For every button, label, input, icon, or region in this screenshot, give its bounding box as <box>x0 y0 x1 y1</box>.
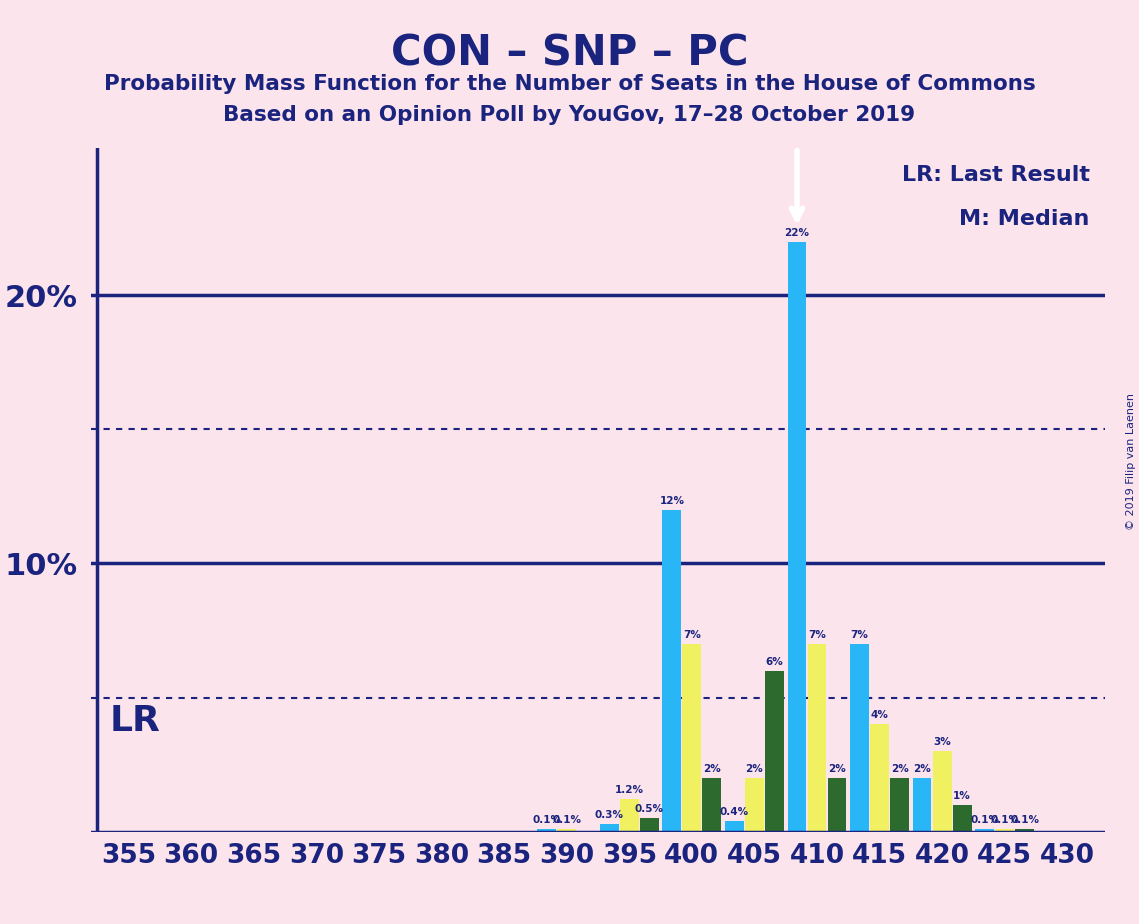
Text: M: Median: M: Median <box>959 210 1090 229</box>
Text: 0.1%: 0.1% <box>532 815 562 825</box>
Bar <box>1015 829 1034 832</box>
Text: 7%: 7% <box>683 630 700 640</box>
Text: 0.1%: 0.1% <box>1010 815 1039 825</box>
Bar <box>933 751 951 832</box>
Bar <box>787 242 806 832</box>
Bar <box>620 799 639 832</box>
Bar <box>600 823 618 832</box>
Text: 0.1%: 0.1% <box>552 815 581 825</box>
Text: 4%: 4% <box>870 711 888 721</box>
Text: 2%: 2% <box>891 764 909 774</box>
Bar <box>891 778 909 832</box>
Text: © 2019 Filip van Laenen: © 2019 Filip van Laenen <box>1126 394 1136 530</box>
Text: 0.4%: 0.4% <box>720 807 749 817</box>
Bar <box>850 644 869 832</box>
Text: 6%: 6% <box>765 657 784 667</box>
Bar <box>745 778 764 832</box>
Text: Based on an Opinion Poll by YouGov, 17–28 October 2019: Based on an Opinion Poll by YouGov, 17–2… <box>223 105 916 126</box>
Text: 0.3%: 0.3% <box>595 809 624 820</box>
Bar <box>538 829 556 832</box>
Text: 0.5%: 0.5% <box>634 804 664 814</box>
Bar <box>995 829 1014 832</box>
Text: 2%: 2% <box>703 764 721 774</box>
Text: Probability Mass Function for the Number of Seats in the House of Commons: Probability Mass Function for the Number… <box>104 74 1035 94</box>
Bar <box>726 821 744 832</box>
Text: 3%: 3% <box>933 737 951 748</box>
Text: 2%: 2% <box>828 764 846 774</box>
Text: 22%: 22% <box>785 227 810 237</box>
Bar <box>765 671 784 832</box>
Text: 0.1%: 0.1% <box>970 815 999 825</box>
Bar <box>828 778 846 832</box>
Bar <box>557 829 576 832</box>
Text: 7%: 7% <box>808 630 826 640</box>
Text: 12%: 12% <box>659 496 685 505</box>
Text: CON – SNP – PC: CON – SNP – PC <box>391 32 748 74</box>
Text: 1%: 1% <box>953 791 972 801</box>
Bar <box>682 644 702 832</box>
Text: 0.1%: 0.1% <box>990 815 1019 825</box>
Text: 2%: 2% <box>746 764 763 774</box>
Bar <box>870 724 888 832</box>
Bar <box>953 805 972 832</box>
Text: LR: Last Result: LR: Last Result <box>902 165 1090 185</box>
Bar <box>912 778 932 832</box>
Bar <box>663 510 681 832</box>
Text: 2%: 2% <box>913 764 931 774</box>
Bar <box>975 829 994 832</box>
Text: 7%: 7% <box>851 630 868 640</box>
Bar <box>808 644 827 832</box>
Bar <box>640 818 658 832</box>
Text: 1.2%: 1.2% <box>615 785 644 796</box>
Text: LR: LR <box>109 704 161 737</box>
Bar <box>703 778 721 832</box>
